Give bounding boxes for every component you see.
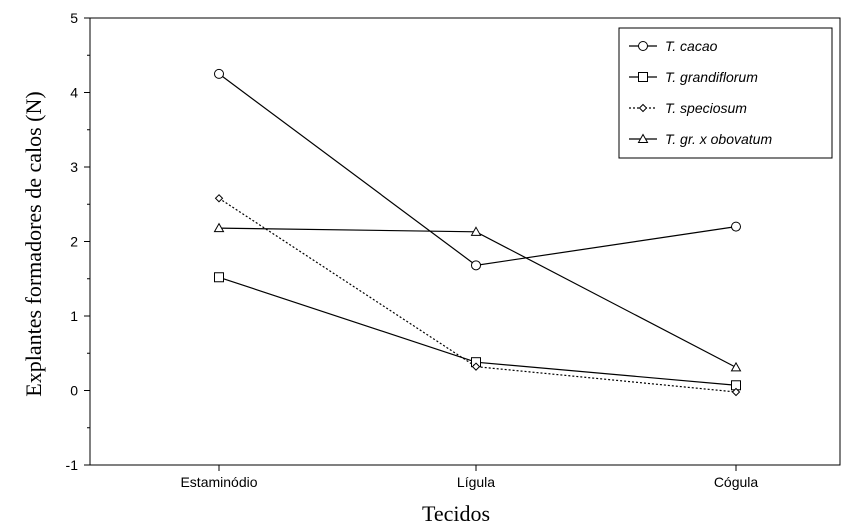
- series-4: [213, 222, 742, 372]
- y-tick-label: 3: [70, 159, 78, 175]
- legend-label: T. cacao: [665, 38, 718, 54]
- data-point: [470, 226, 482, 236]
- y-axis-title: Explantes formadores de calos (N): [21, 91, 46, 396]
- legend-marker: [637, 133, 649, 143]
- series-2: [214, 272, 741, 391]
- data-point: [213, 222, 225, 233]
- y-tick-label: 4: [70, 85, 78, 101]
- legend-item: T. gr. x obovatum: [629, 131, 772, 147]
- legend-marker: [638, 41, 648, 51]
- y-tick-label: 5: [70, 10, 78, 26]
- series-line: [218, 197, 737, 393]
- x-axis-title: Tecidos: [422, 501, 490, 526]
- x-tick-label: Estaminódio: [180, 474, 257, 490]
- data-point: [731, 387, 741, 397]
- data-point: [730, 361, 742, 372]
- series-layer: [213, 68, 742, 397]
- data-point: [731, 221, 741, 232]
- data-point: [471, 362, 481, 371]
- y-tick-label: 0: [70, 383, 78, 399]
- legend-item: T. grandiflorum: [629, 69, 758, 85]
- legend-marker: [638, 72, 648, 82]
- legend-label: T. gr. x obovatum: [665, 131, 772, 147]
- legend-item: T. cacao: [629, 38, 718, 54]
- legend-marker: [638, 103, 648, 113]
- data-point: [214, 194, 224, 203]
- data-point: [471, 260, 481, 271]
- legend-label: T. grandiflorum: [665, 69, 758, 85]
- legend-item: T. speciosum: [629, 100, 747, 116]
- legend-label: T. speciosum: [665, 100, 747, 116]
- series-1: [214, 68, 741, 271]
- x-tick-label: Lígula: [457, 474, 495, 490]
- legend: T. cacao T. grandiflorum T. speciosum T. gr…: [618, 27, 833, 159]
- x-axis: Estaminódio Lígula Cógula: [180, 465, 758, 490]
- legend-box: [618, 27, 833, 159]
- y-tick-label: -1: [66, 457, 79, 473]
- y-tick-label: 1: [70, 308, 78, 324]
- data-point: [214, 272, 224, 283]
- series-3: [214, 194, 741, 397]
- legend-items: T. cacao T. grandiflorum T. speciosum T. gr…: [629, 38, 772, 147]
- y-axis: -1 0 1 2 3 4 5: [66, 10, 90, 473]
- y-tick-label: 2: [70, 234, 78, 250]
- data-point: [214, 68, 224, 79]
- x-tick-label: Cógula: [714, 474, 759, 490]
